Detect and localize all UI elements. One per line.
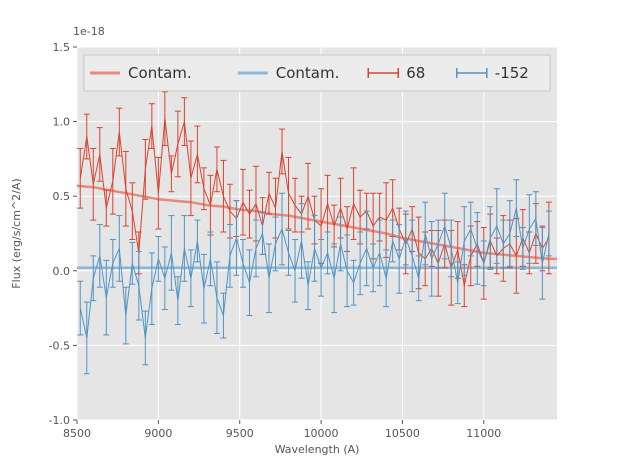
legend-errorbar-sample xyxy=(367,68,400,78)
plot-area xyxy=(77,47,557,420)
tick-labels: 8500 9000 9500 10000 10500 11000 -1.0 -0.5 0.0 0.… xyxy=(49,41,502,440)
legend-entry-1: Contam. xyxy=(237,64,340,82)
y-tick-label: -1.0 xyxy=(49,414,70,427)
legend-errorbar-sample xyxy=(456,68,488,78)
legend-label: Contam. xyxy=(276,64,340,82)
series-line xyxy=(79,207,550,339)
x-tick-label: 10500 xyxy=(385,427,420,440)
x-tick-label: 9000 xyxy=(144,427,172,440)
x-axis-label: Wavelength (A) xyxy=(275,443,360,456)
tick-marks xyxy=(73,46,485,424)
y-tick-label: 0.0 xyxy=(53,265,71,278)
legend: Contam. Contam. 68 -152 xyxy=(83,54,551,92)
y-tick-label: 1.0 xyxy=(53,116,71,129)
legend-label: 68 xyxy=(406,64,425,82)
x-tick-label: 10000 xyxy=(304,427,339,440)
legend-entry-0: Contam. xyxy=(90,64,192,82)
x-tick-label: 8500 xyxy=(63,427,91,440)
legend-label: Contam. xyxy=(128,64,192,82)
x-tick-label: 9500 xyxy=(226,427,254,440)
axis-offset-text: 1e-18 xyxy=(73,25,105,38)
series-errorbar-3 xyxy=(77,179,552,375)
y-tick-label: 1.5 xyxy=(53,41,71,54)
legend-entry-2: 68 xyxy=(367,64,425,82)
legend-label: -152 xyxy=(495,64,529,82)
legend-entry-3: -152 xyxy=(456,64,529,82)
y-tick-label: 0.5 xyxy=(53,190,71,203)
y-axis-label: Flux (erg/s/cm^2/A) xyxy=(10,178,23,288)
x-tick-label: 11000 xyxy=(466,427,501,440)
y-tick-label: -0.5 xyxy=(49,339,70,352)
